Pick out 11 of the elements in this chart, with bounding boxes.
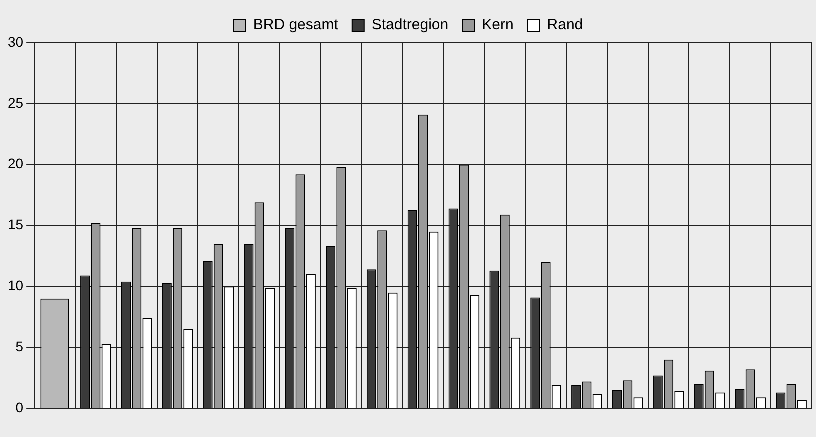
y-tick-label: 0: [16, 399, 24, 416]
y-tick-label: 5: [16, 338, 24, 355]
legend-label: Kern: [482, 16, 514, 34]
y-tick-label: 30: [8, 34, 24, 50]
legend-label: BRD gesamt: [253, 16, 340, 34]
y-tick-label: 20: [8, 156, 24, 172]
y-tick-label: 10: [8, 278, 24, 294]
legend-label: Stadtregion: [372, 16, 449, 34]
y-tick-label: 25: [8, 94, 24, 111]
legend-label: Rand: [547, 16, 584, 34]
y-tick-label: 15: [8, 216, 24, 233]
